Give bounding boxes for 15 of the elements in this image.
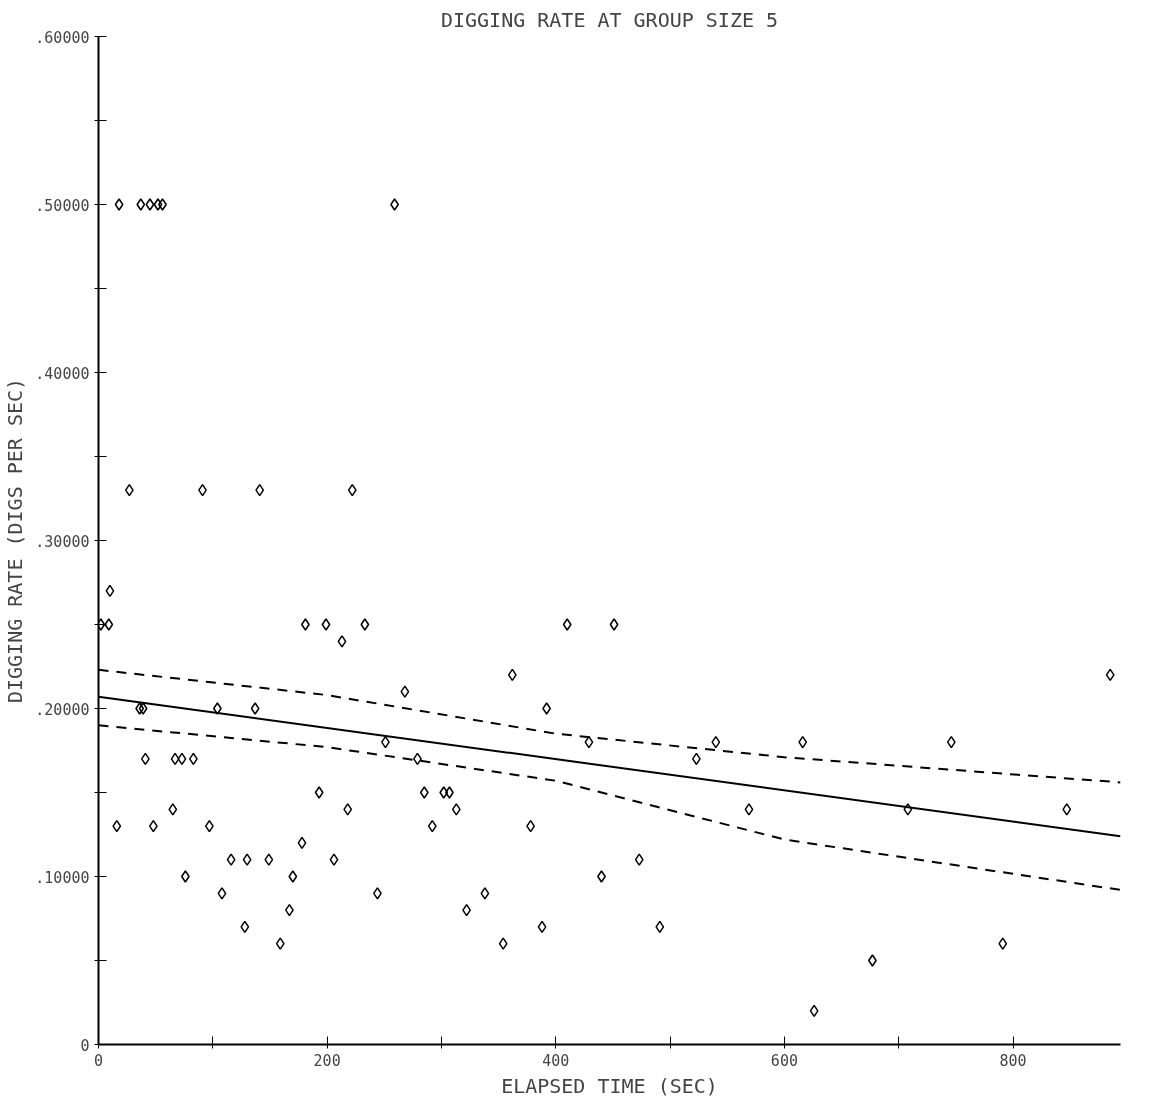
y-tick-label: .10000: [35, 868, 90, 887]
x-axis-title: ELAPSED TIME (SEC): [501, 1073, 718, 1098]
x-tick-label: 400: [542, 1051, 570, 1070]
y-tick-label: 0: [80, 1036, 90, 1055]
x-tick-label: 200: [313, 1051, 341, 1070]
y-tick-label: .50000: [35, 196, 90, 215]
y-axis-title: DIGGING RATE (DIGS PER SEC): [3, 377, 28, 704]
chart-title: DIGGING RATE AT GROUP SIZE 5: [440, 7, 779, 32]
y-tick-label: .60000: [35, 28, 90, 47]
x-tick-label: 0: [93, 1051, 104, 1070]
y-tick-label: .30000: [35, 532, 90, 551]
x-tick-label: 600: [770, 1051, 798, 1070]
y-tick-label: .20000: [35, 700, 90, 719]
y-tick-label: .40000: [35, 364, 90, 383]
x-tick-label: 800: [999, 1051, 1027, 1070]
